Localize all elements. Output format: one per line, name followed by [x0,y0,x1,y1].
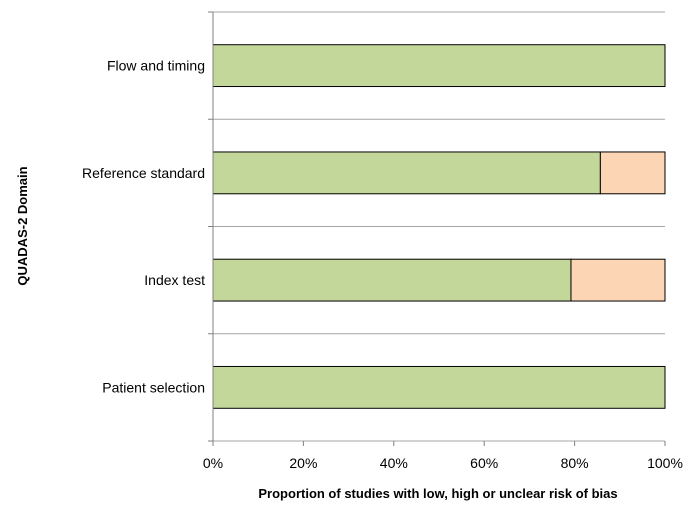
bar-segment [212,258,572,302]
category-label: Index test [144,272,205,288]
x-axis-title: Proportion of studies with low, high or … [258,486,617,501]
x-tick-label: 100% [647,455,683,471]
x-tick-label: 0% [203,455,223,471]
bar-segment [212,151,601,195]
category-label: Patient selection [102,379,205,395]
axis-layer [208,11,666,446]
bar-segment [599,151,666,195]
x-tick-label: 40% [380,455,408,471]
grid-layer [213,11,665,442]
x-tick-label: 60% [470,455,498,471]
label-layer: Flow and timing Reference standard Index t… [82,58,683,471]
category-label: Flow and timing [107,58,205,74]
x-tick-label: 80% [561,455,589,471]
bar-segment [212,44,666,88]
y-axis-title: QUADAS-2 Domain [15,166,30,285]
bar-segment [570,258,666,302]
category-label: Reference standard [82,165,205,181]
bar-segment [212,365,666,409]
x-tick-label: 20% [289,455,317,471]
